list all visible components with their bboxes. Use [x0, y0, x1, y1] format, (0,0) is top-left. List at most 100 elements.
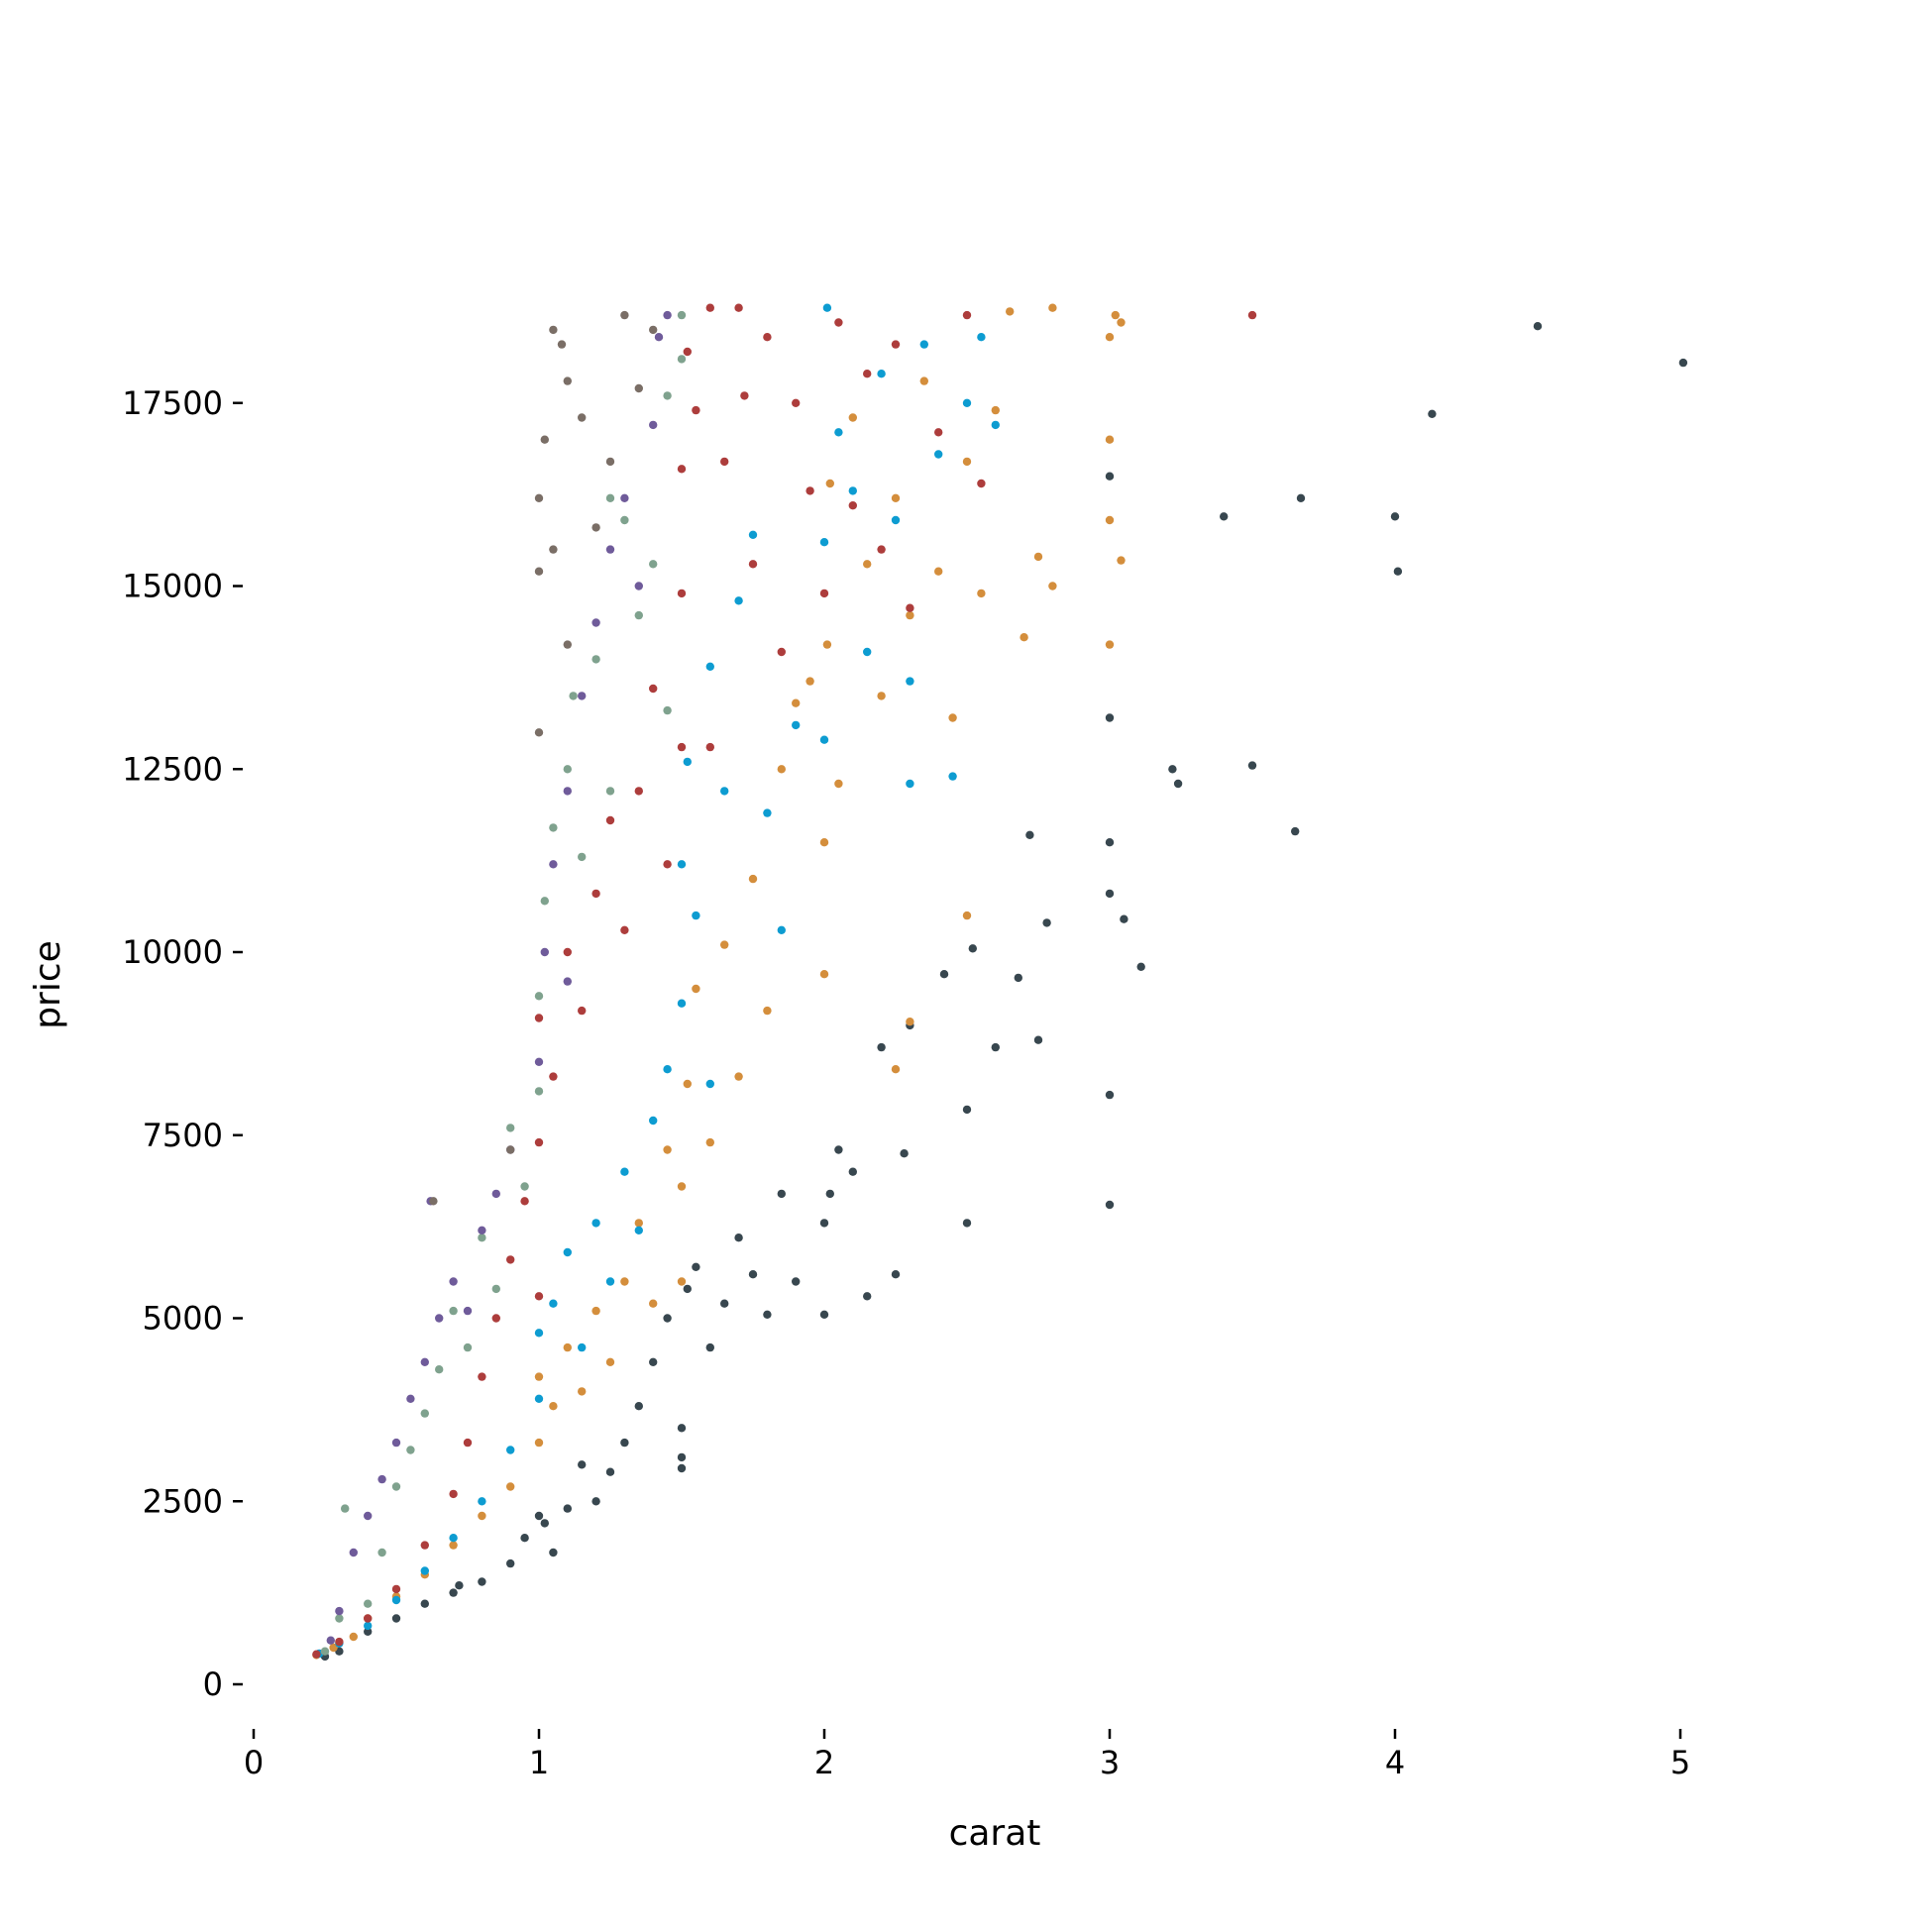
- data-point-s2-37: [891, 515, 901, 525]
- data-point-s3-37: [819, 589, 829, 598]
- data-point-s0-39: [877, 1042, 886, 1052]
- y-tick-label-1: 2500: [143, 1482, 223, 1520]
- data-point-s5-12: [491, 1189, 500, 1199]
- data-point-s0-20: [663, 1314, 672, 1323]
- data-point-s3-5: [449, 1489, 458, 1499]
- data-point-s2-16: [634, 1226, 643, 1235]
- data-point-s3-26: [683, 347, 692, 357]
- data-point-s6-13: [634, 383, 643, 393]
- data-point-s0-10: [534, 1511, 544, 1521]
- data-point-s2-31: [819, 538, 829, 547]
- data-point-s3-13: [534, 1014, 544, 1022]
- data-point-s3-24: [677, 589, 687, 598]
- data-point-s3-39: [848, 501, 857, 510]
- data-point-s1-27: [748, 874, 758, 884]
- data-point-s3-38: [834, 318, 843, 327]
- data-point-s5-19: [591, 618, 600, 627]
- data-point-s1-11: [549, 1402, 558, 1411]
- data-point-s6-15: [549, 545, 558, 554]
- data-point-s2-5: [449, 1534, 458, 1543]
- x-tick-label-2: 2: [814, 1744, 834, 1781]
- data-point-s2-33: [834, 428, 843, 437]
- data-point-s1-20: [677, 1277, 687, 1286]
- data-point-s0-57: [1105, 472, 1115, 481]
- data-point-s2-43: [977, 333, 986, 342]
- data-point-s2-2: [364, 1621, 373, 1631]
- data-point-s5-2: [349, 1548, 358, 1557]
- data-point-s4-26: [649, 560, 658, 569]
- x-tick-label-5: 5: [1670, 1744, 1690, 1781]
- data-point-s0-49: [1025, 830, 1034, 839]
- data-point-s0-13: [563, 1504, 572, 1513]
- data-point-s3-16: [578, 1006, 587, 1016]
- data-point-s2-32: [822, 303, 832, 312]
- data-point-s5-21: [620, 493, 629, 502]
- y-axis: 0 2500 5000 7500 10000 12500 15000 17500: [122, 384, 243, 1703]
- data-point-s2-41: [948, 772, 957, 781]
- data-point-s6-4: [534, 493, 544, 502]
- data-point-s2-19: [677, 999, 687, 1008]
- data-point-s1-50: [1033, 552, 1043, 562]
- data-point-s5-4: [377, 1474, 386, 1484]
- y-tick-label-0: 0: [203, 1665, 223, 1703]
- data-point-s0-7: [478, 1577, 486, 1586]
- data-point-s0-21: [677, 1452, 687, 1462]
- data-point-s3-10: [520, 1197, 529, 1206]
- data-point-s4-8: [435, 1365, 444, 1374]
- data-point-s4-25: [634, 610, 643, 620]
- data-point-s3-43: [906, 603, 914, 612]
- data-point-s1-60: [962, 911, 972, 920]
- data-point-s6-16: [563, 640, 572, 649]
- data-point-s1-47: [991, 405, 1000, 415]
- data-point-s0-67: [1393, 567, 1403, 576]
- x-tick-label-3: 3: [1100, 1744, 1120, 1781]
- data-point-s1-23: [692, 984, 700, 994]
- data-point-s2-14: [605, 1277, 615, 1286]
- data-point-s1-22: [683, 1079, 692, 1089]
- data-point-s5-5: [391, 1438, 401, 1448]
- data-point-s1-61: [891, 1065, 901, 1074]
- data-point-s4-4: [377, 1548, 386, 1557]
- data-point-s2-20: [677, 860, 687, 869]
- data-point-s0-69: [1533, 322, 1543, 331]
- data-point-s1-29: [777, 765, 786, 774]
- data-point-s4-9: [449, 1306, 458, 1316]
- data-point-s1-17: [634, 1219, 643, 1228]
- data-point-s3-31: [740, 391, 749, 400]
- data-point-s1-62: [1117, 318, 1126, 327]
- data-point-s3-44: [934, 428, 943, 437]
- data-point-s5-23: [649, 420, 658, 430]
- data-point-s6-2: [534, 728, 544, 737]
- data-point-s0-4: [420, 1599, 429, 1608]
- data-point-s3-29: [720, 457, 729, 467]
- data-point-s2-26: [748, 530, 758, 539]
- data-point-s1-7: [478, 1511, 486, 1521]
- data-point-s0-43: [939, 970, 949, 979]
- data-point-s5-16: [549, 860, 558, 869]
- data-point-s1-15: [605, 1357, 615, 1367]
- data-point-s0-59: [1136, 962, 1145, 971]
- data-point-s3-4: [420, 1541, 429, 1550]
- data-point-s3-28: [705, 303, 714, 312]
- data-point-s3-17: [591, 889, 600, 899]
- data-point-s1-51: [1048, 303, 1057, 312]
- data-point-s3-1: [335, 1637, 344, 1647]
- data-point-s2-25: [734, 596, 743, 605]
- data-point-s1-34: [822, 640, 832, 649]
- data-point-s0-6: [455, 1581, 464, 1590]
- data-point-s0-64: [1291, 826, 1300, 836]
- data-point-s2-34: [848, 486, 857, 495]
- data-point-s5-24: [654, 333, 664, 342]
- data-point-s6-3: [534, 567, 544, 576]
- data-point-s0-34: [819, 1219, 829, 1228]
- data-point-s3-6: [463, 1438, 473, 1448]
- data-point-s1-1: [329, 1643, 338, 1653]
- data-point-s3-47: [1247, 310, 1257, 320]
- data-point-s0-53: [1105, 1090, 1115, 1100]
- data-point-s4-3: [364, 1599, 373, 1608]
- data-point-s2-39: [919, 340, 928, 349]
- data-point-s5-20: [605, 545, 615, 554]
- data-point-s2-35: [863, 647, 872, 657]
- data-point-s2-45: [906, 779, 914, 789]
